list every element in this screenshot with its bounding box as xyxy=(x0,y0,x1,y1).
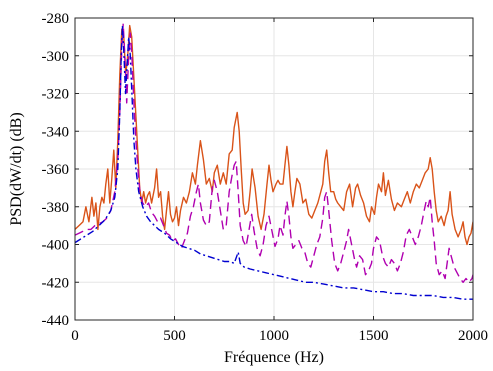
series-group xyxy=(75,23,473,300)
tick-labels: 0 500 1000 1500 2000 -280 -300 -320 -340 -360 -380… xyxy=(42,11,489,344)
x-tick-label: 1500 xyxy=(359,328,389,344)
y-tick-label: -420 xyxy=(42,275,70,291)
y-tick-label: -340 xyxy=(42,124,70,140)
y-tick-label: -280 xyxy=(42,11,70,27)
y-axis-title: PSD(dW/dt) (dB) xyxy=(8,112,25,225)
y-tick-label: -440 xyxy=(42,313,70,329)
x-tick-label: 1000 xyxy=(259,328,289,344)
x-tick-label: 2000 xyxy=(458,328,488,344)
y-tick-label: -380 xyxy=(42,200,70,216)
y-tick-label: -300 xyxy=(42,49,70,65)
x-tick-label: 0 xyxy=(71,328,79,344)
x-tick-label: 500 xyxy=(163,328,186,344)
x-axis-title: Fréquence (Hz) xyxy=(224,349,324,366)
y-tick-label: -320 xyxy=(42,87,70,103)
series-line-1 xyxy=(75,24,473,246)
y-tick-label: -360 xyxy=(42,162,70,178)
series-line-2 xyxy=(75,23,473,283)
tick-marks xyxy=(74,17,474,321)
y-tick-label: -400 xyxy=(42,238,70,254)
